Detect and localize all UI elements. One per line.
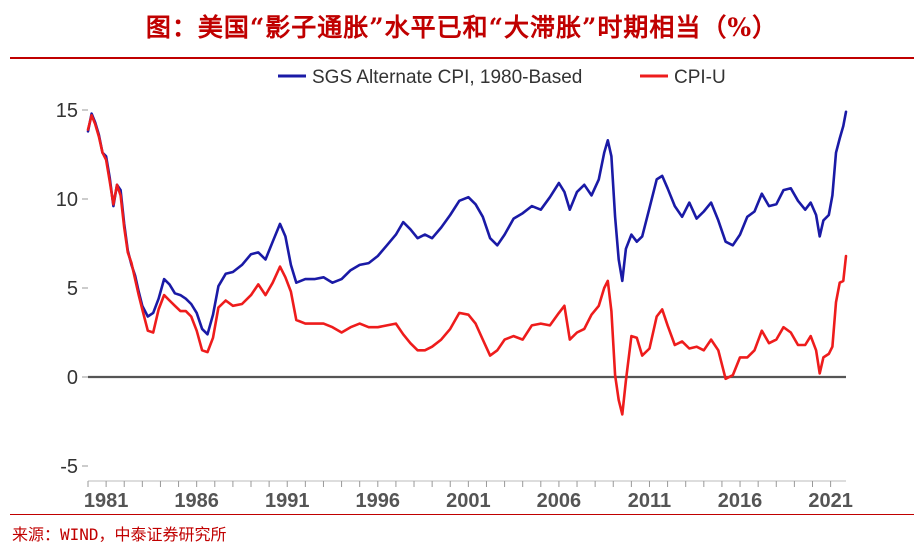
x-tick-label: 2021 [808, 490, 853, 512]
figure-title: 图：美国“影子通胀”水平已和“大滞胀”时期相当（%） [145, 13, 779, 42]
y-tick-label: 15 [56, 100, 78, 122]
x-tick-label: 2011 [628, 490, 671, 512]
y-axis: -5 0 5 10 15 [56, 100, 88, 478]
x-tick-label: 1996 [356, 490, 401, 512]
y-tick-label: 0 [67, 367, 78, 389]
legend-label: SGS Alternate CPI, 1980-Based [312, 67, 582, 88]
chart-legend: SGS Alternate CPI, 1980-Based CPI-U [278, 67, 726, 88]
x-axis: 1981 1986 1991 1996 2001 2006 2011 2016 2021 [84, 480, 853, 512]
legend-label: CPI-U [674, 67, 726, 88]
line-chart: SGS Alternate CPI, 1980-Based CPI-U -5 0 5 1… [56, 67, 853, 512]
title-bar: 图：美国“影子通胀”水平已和“大滞胀”时期相当（%） [0, 0, 924, 56]
y-tick-label: -5 [60, 456, 78, 478]
source-divider [10, 514, 914, 515]
plot-area [86, 110, 848, 416]
series-line-sgs [86, 110, 848, 336]
x-tick-label: 1981 [84, 490, 129, 512]
y-tick-label: 10 [56, 189, 78, 211]
x-tick-label: 1986 [174, 490, 219, 512]
y-tick-label: 5 [67, 278, 78, 300]
x-tick-label: 2001 [446, 490, 491, 512]
source-note: 来源：WIND，中泰证券研究所 [12, 525, 227, 544]
x-tick-label: 1991 [265, 490, 310, 512]
series-line-cpiu [86, 114, 848, 416]
title-divider [10, 57, 914, 59]
x-tick-label: 2006 [537, 490, 582, 512]
x-tick-label: 2016 [718, 490, 763, 512]
